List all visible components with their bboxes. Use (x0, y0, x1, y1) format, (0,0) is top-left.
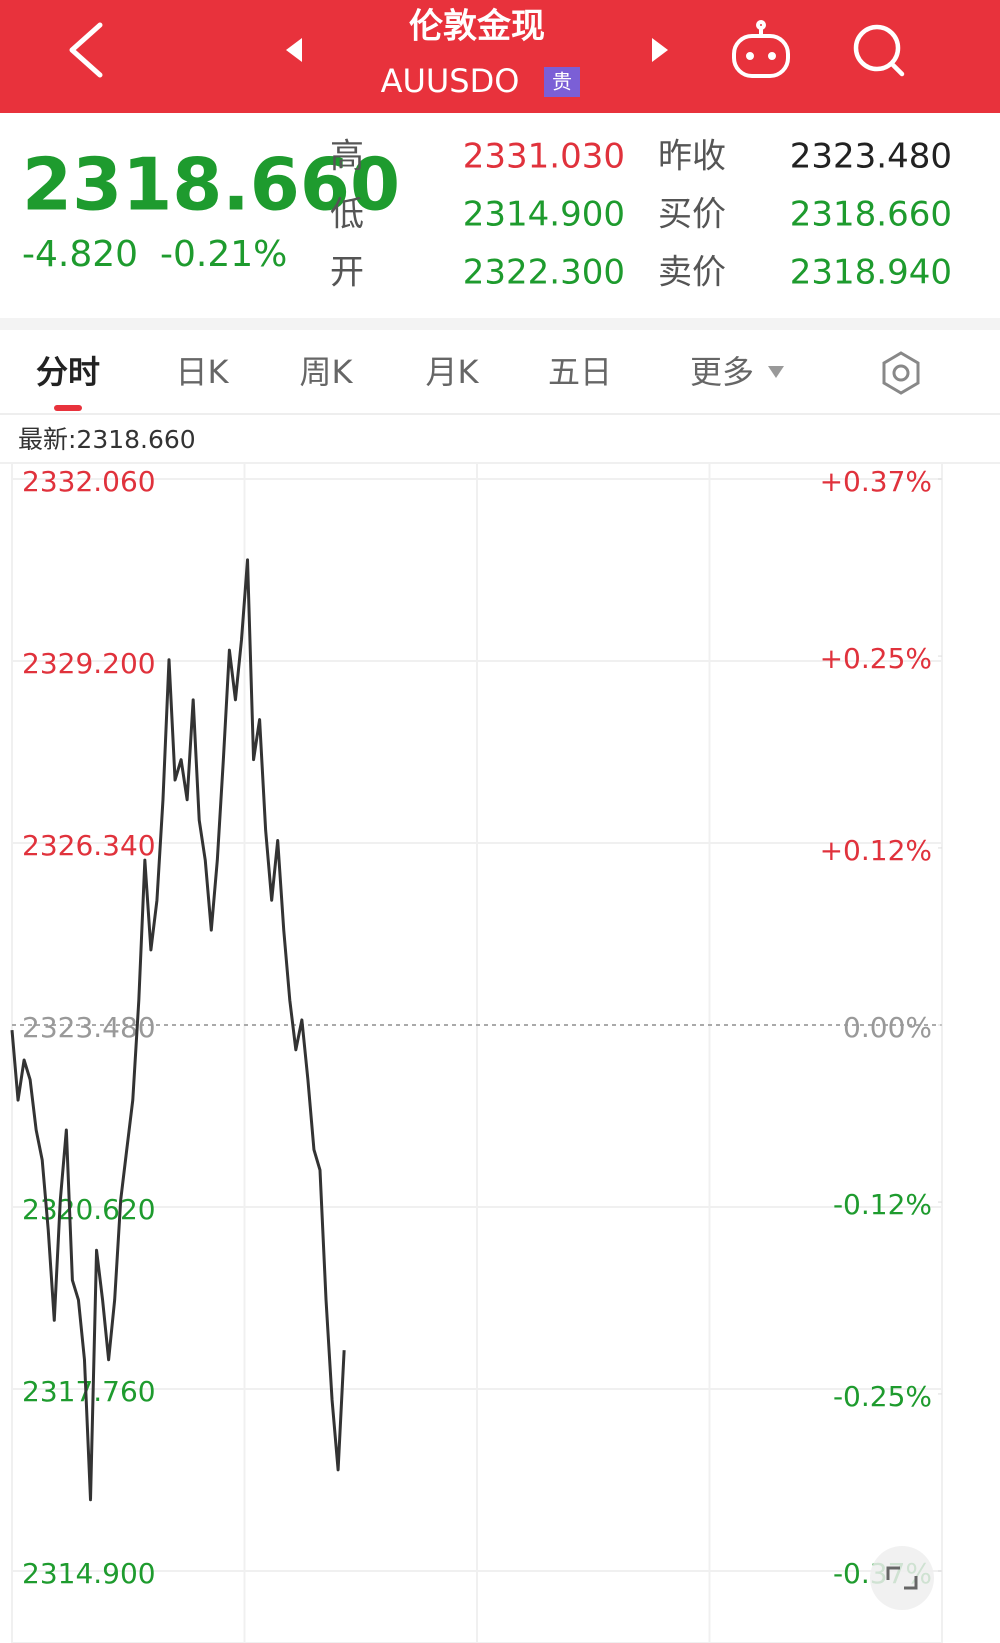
stat-value: 2318.660 (790, 195, 952, 235)
expand-icon (886, 1566, 918, 1590)
y2-tick-label: -0.12% (833, 1188, 932, 1221)
stat-label: 高 (330, 137, 364, 177)
settings-button[interactable] (882, 351, 920, 395)
change: -4.820 (22, 234, 138, 275)
tab[interactable]: 日K (176, 353, 230, 391)
y-tick-label: 2314.900 (22, 1557, 156, 1590)
tab-indicator (54, 405, 82, 411)
y-tick-label: 2323.480 (22, 1011, 156, 1044)
price: 2318.660 (22, 143, 400, 227)
stat-value: 2322.300 (463, 253, 625, 293)
stat-label: 低 (330, 195, 364, 235)
settings-dot (892, 364, 910, 382)
expand-button[interactable] (870, 1546, 934, 1610)
tab[interactable]: 更多 (690, 353, 754, 391)
y2-tick-label: +0.12% (820, 834, 932, 867)
y-tick-label: 2326.340 (22, 829, 156, 862)
y-tick-label: 2320.620 (22, 1193, 156, 1226)
tab[interactable]: 月K (426, 353, 480, 391)
stat-value: 2314.900 (463, 195, 625, 235)
badge: 贵 (552, 70, 572, 94)
tab[interactable]: 周K (300, 353, 354, 391)
search-button[interactable] (853, 24, 905, 77)
latest-price: 最新:2318.660 (18, 425, 196, 454)
y2-tick-label: 0.00% (843, 1011, 932, 1044)
tab[interactable]: 分时 (36, 353, 100, 391)
separator (0, 318, 1000, 330)
stat-label: 昨收 (658, 137, 726, 177)
stat-value: 2318.940 (790, 253, 952, 293)
price-line (10, 558, 346, 1502)
y-tick-label: 2332.060 (22, 465, 156, 498)
code: AUUSDO (381, 62, 520, 100)
back-button[interactable] (69, 22, 103, 78)
change-pct: -0.21% (160, 234, 287, 275)
next-button[interactable] (652, 38, 668, 62)
y-tick-label: 2329.200 (22, 647, 156, 680)
stat-label: 卖价 (658, 253, 726, 293)
title: 伦敦金现 (409, 7, 545, 47)
y2-tick-label: -0.25% (833, 1380, 932, 1413)
y-tick-label: 2317.760 (22, 1375, 156, 1408)
stat-label: 开 (330, 253, 364, 293)
y2-tick-label: +0.37% (820, 465, 932, 498)
tab[interactable]: 五日 (548, 353, 612, 391)
stat-value: 2331.030 (463, 137, 625, 177)
badge-bg (544, 67, 580, 97)
stat-value: 2323.480 (790, 137, 952, 177)
stat-label: 买价 (658, 195, 726, 235)
prev-button[interactable] (286, 38, 302, 62)
more-arrow (768, 366, 784, 378)
robot-button[interactable] (732, 20, 790, 78)
y2-tick-label: +0.25% (820, 642, 932, 675)
top-bar (0, 0, 1000, 113)
